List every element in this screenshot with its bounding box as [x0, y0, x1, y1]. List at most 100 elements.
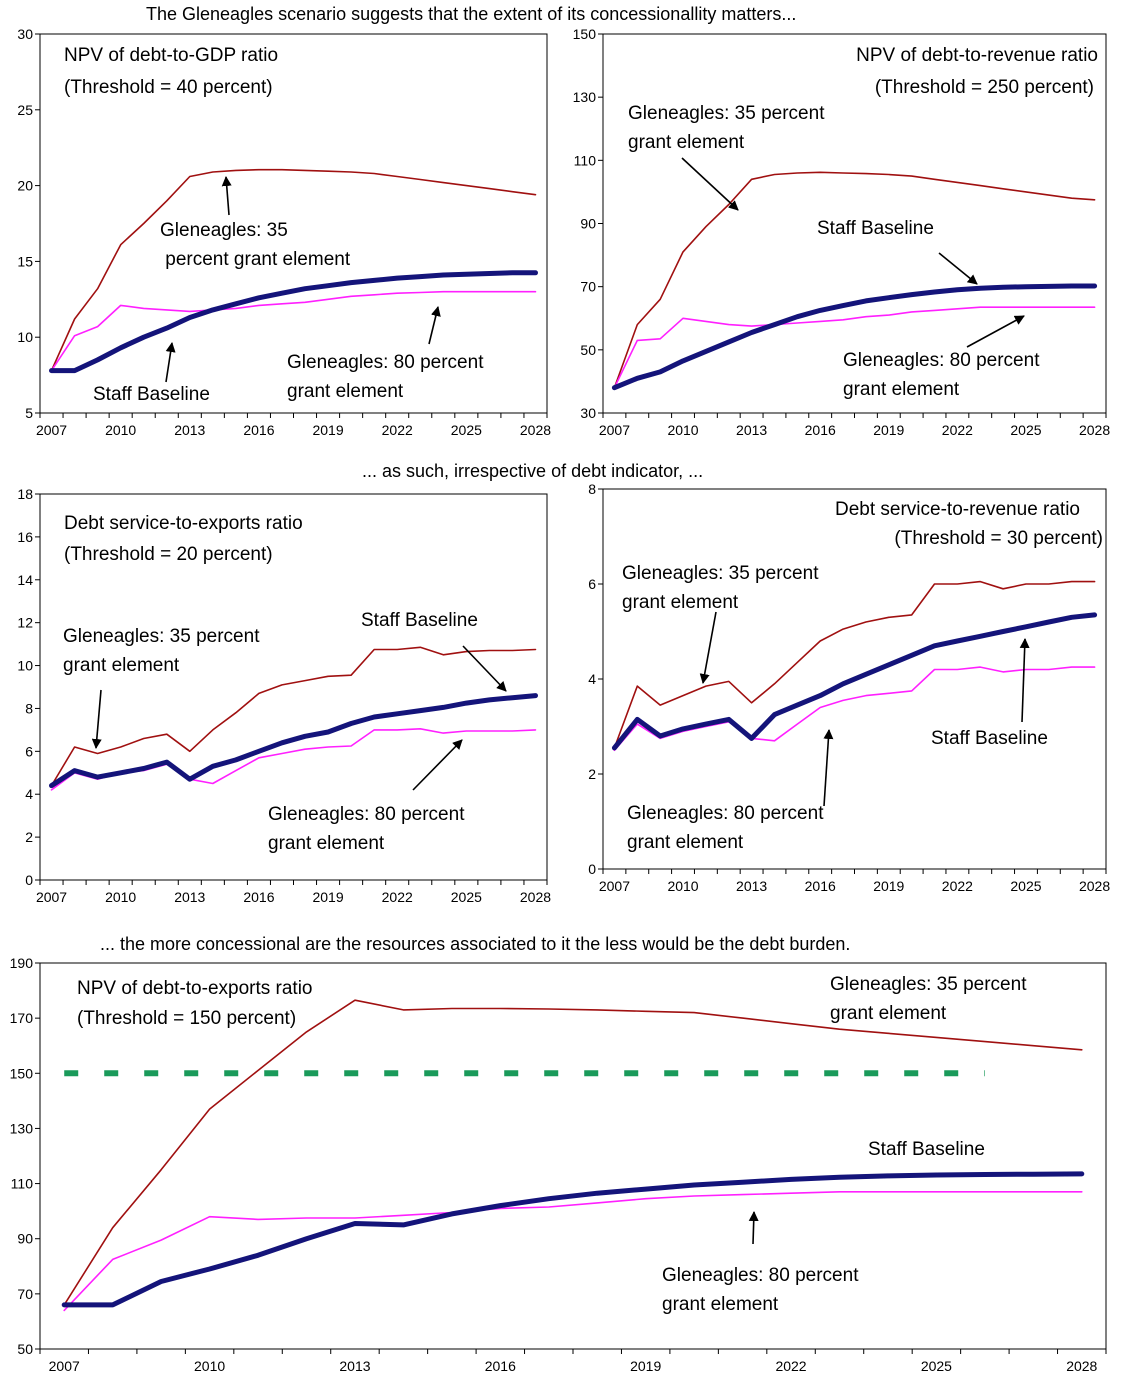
- annotation-line: grant element: [628, 132, 745, 153]
- chart-subtitle: (Threshold = 20 percent): [64, 544, 273, 565]
- annotation-line: Gleneagles: 80 percent: [662, 1265, 859, 1286]
- series-line-baseline: [611, 612, 1098, 751]
- annotation-label: Gleneagles: 80 percent grant element: [627, 803, 824, 853]
- annotation-arrow: [699, 611, 717, 684]
- y-tick-label: 2: [588, 766, 596, 782]
- annotation-label: Gleneagles: 80 percent grant element: [268, 804, 465, 854]
- x-tick-label: 2013: [736, 422, 767, 438]
- y-tick-label: 170: [10, 1010, 34, 1026]
- y-tick-label: 70: [17, 1286, 33, 1302]
- annotation-line: Staff Baseline: [93, 384, 210, 405]
- x-tick-label: 2025: [451, 422, 482, 438]
- chart-subtitle: (Threshold = 30 percent): [894, 528, 1103, 549]
- x-tick-label: 2013: [736, 878, 767, 894]
- y-tick-label: 20: [17, 178, 33, 194]
- annotation-line: Staff Baseline: [931, 728, 1048, 749]
- x-tick-label: 2007: [599, 422, 630, 438]
- y-tick-label: 70: [580, 279, 596, 295]
- annotation-label: Gleneagles: 35 percent grant element: [63, 626, 260, 676]
- annotation-arrow: [823, 729, 834, 807]
- annotation-label: Staff Baseline: [931, 728, 1048, 749]
- x-tick-label: 2022: [942, 422, 973, 438]
- y-tick-label: 16: [17, 529, 33, 545]
- y-tick-label: 5: [25, 405, 33, 421]
- x-tick-label: 2019: [312, 889, 343, 905]
- y-tick-label: 30: [580, 405, 596, 421]
- y-tick-label: 150: [573, 26, 597, 42]
- y-tick-label: 6: [25, 743, 33, 759]
- annotation-line: grant element: [63, 655, 180, 676]
- x-tick-label: 2028: [1079, 422, 1110, 438]
- chart-panel-3: 0 2 4 6 8 10 12 14 16 18 2007 2010 2013 2016 2019 2022 2…: [17, 486, 551, 905]
- y-tick-label: 150: [10, 1065, 34, 1081]
- annotation-line: Gleneagles: 35 percent: [830, 974, 1027, 995]
- annotation-line: grant element: [622, 592, 739, 613]
- annotation-arrow: [412, 739, 463, 791]
- annotation-line: Staff Baseline: [817, 218, 934, 239]
- chart-subtitle: (Threshold = 40 percent): [64, 77, 273, 98]
- x-tick-label: 2010: [667, 878, 698, 894]
- annotation-label: Staff Baseline: [93, 384, 210, 405]
- x-tick-label: 2022: [775, 1358, 806, 1374]
- y-tick-label: 10: [17, 329, 33, 345]
- y-tick-label: 110: [11, 1176, 34, 1192]
- annotation-label: Staff Baseline: [361, 610, 478, 631]
- y-tick-label: 12: [17, 615, 33, 631]
- x-tick-label: 2016: [805, 422, 836, 438]
- annotation-arrow: [91, 689, 102, 749]
- series-line-baseline: [49, 270, 538, 374]
- series-line-baseline: [611, 283, 1098, 391]
- y-tick-label: 0: [25, 872, 33, 888]
- y-tick-label: 4: [25, 786, 33, 802]
- y-tick-label: 14: [17, 572, 33, 588]
- x-tick-label: 2013: [174, 889, 205, 905]
- annotation-arrow: [748, 1211, 759, 1245]
- x-tick-label: 2022: [942, 878, 973, 894]
- series-line-gleneagles-35: [50, 646, 537, 787]
- series-line-gleneagles-80: [613, 306, 1096, 389]
- annotation-line: Gleneagles: 35 percent: [622, 563, 819, 584]
- annotation-arrow: [165, 342, 176, 383]
- y-tick-label: 15: [17, 253, 33, 269]
- annotation-line: Gleneagles: 35 percent: [628, 103, 825, 124]
- y-tick-label: 8: [588, 481, 596, 497]
- x-tick-label: 2010: [105, 889, 136, 905]
- x-tick-label: 2022: [382, 422, 413, 438]
- series-line-gleneagles-35: [63, 999, 1083, 1306]
- annotation-label: Gleneagles: 80 percent grant element: [843, 350, 1040, 400]
- series-line-gleneagles-80: [63, 1191, 1083, 1312]
- x-tick-label: 2010: [667, 422, 698, 438]
- series-line-gleneagles-35: [613, 580, 1096, 749]
- series-line-gleneagles-35: [50, 168, 537, 372]
- heading-bottom: ... the more concessional are the resour…: [100, 934, 851, 954]
- y-tick-label: 90: [17, 1231, 33, 1247]
- x-tick-label: 2025: [1010, 422, 1041, 438]
- annotation-line: grant element: [843, 379, 960, 400]
- chart-title: NPV of debt-to-GDP ratio: [64, 45, 278, 66]
- y-tick-label: 50: [17, 1341, 33, 1357]
- annotation-line: Staff Baseline: [868, 1139, 985, 1160]
- annotation-line: Gleneagles: 80 percent: [287, 352, 484, 373]
- annotation-arrow: [221, 176, 232, 216]
- annotation-label: Gleneagles: 35 percent grant element: [160, 220, 351, 270]
- x-tick-label: 2007: [36, 422, 67, 438]
- annotation-line: Gleneagles: 35 percent: [63, 626, 260, 647]
- annotation-arrow: [1019, 638, 1030, 723]
- annotation-label: Staff Baseline: [868, 1139, 985, 1160]
- annotation-label: Gleneagles: 80 percent grant element: [287, 352, 484, 402]
- series-line-baseline: [61, 1171, 1085, 1308]
- x-tick-label: 2019: [312, 422, 343, 438]
- annotation-line: grant element: [287, 381, 404, 402]
- y-tick-label: 2: [25, 829, 33, 845]
- annotation-arrow: [428, 306, 441, 345]
- x-tick-label: 2019: [873, 422, 904, 438]
- annotation-line: grant element: [627, 832, 744, 853]
- chart-panel-2: 30 50 70 90 110 130 150 2007 2010 2013 2016 2019 202…: [573, 26, 1111, 438]
- y-tick-label: 6: [588, 576, 596, 592]
- annotation-arrow: [462, 645, 507, 692]
- y-tick-label: 25: [17, 102, 33, 118]
- heading-top: The Gleneagles scenario suggests that th…: [146, 4, 797, 24]
- y-tick-label: 8: [25, 700, 33, 716]
- annotation-arrow: [966, 315, 1025, 348]
